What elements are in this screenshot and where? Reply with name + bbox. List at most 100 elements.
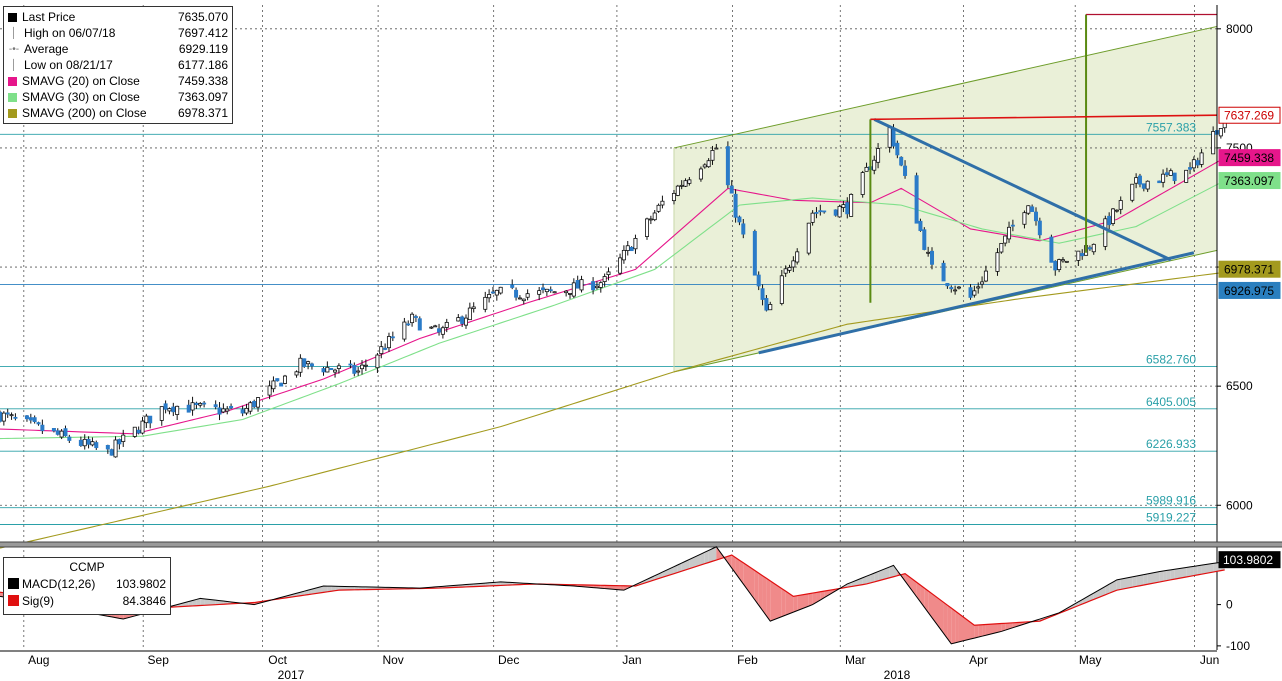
candle-body bbox=[1111, 208, 1116, 224]
legend-label: Average bbox=[24, 42, 69, 56]
macd-diff-fill bbox=[677, 563, 682, 573]
candle-body bbox=[32, 417, 37, 422]
candle-body bbox=[729, 185, 734, 194]
macd-y-tick-label: 0 bbox=[1226, 598, 1233, 612]
candle-body bbox=[841, 204, 846, 208]
macd-diff-fill bbox=[1109, 582, 1114, 594]
legend-label: Sig(9) bbox=[22, 593, 55, 608]
range-marker-icon: │ bbox=[10, 27, 18, 39]
candle-body bbox=[521, 298, 526, 302]
candle-body bbox=[872, 159, 877, 171]
macd-diff-fill bbox=[889, 565, 894, 578]
price-tag-label: 7637.269 bbox=[1224, 109, 1274, 123]
macd-diff-fill bbox=[327, 586, 332, 592]
macd-diff-fill bbox=[1113, 579, 1117, 592]
macd-diff-fill bbox=[781, 588, 786, 617]
price-legend: Last Price 7635.070 │ High on 06/07/18 7697.… bbox=[3, 6, 233, 124]
candle-body bbox=[63, 428, 68, 437]
macd-diff-fill bbox=[1170, 569, 1175, 580]
candle-body bbox=[945, 282, 950, 287]
candle-body bbox=[567, 292, 572, 295]
candle-body bbox=[456, 317, 461, 322]
macd-diff-fill bbox=[700, 552, 705, 565]
candle-body bbox=[1, 412, 6, 422]
candle-body bbox=[194, 402, 199, 406]
macd-diff-fill bbox=[982, 624, 986, 637]
candle-body bbox=[275, 378, 280, 382]
macd-diff-fill bbox=[727, 555, 732, 569]
macd-diff-fill bbox=[970, 622, 975, 640]
macd-diff-fill bbox=[708, 548, 713, 563]
macd-diff-fill bbox=[311, 586, 324, 595]
candle-body bbox=[471, 306, 476, 310]
macd-diff-fill bbox=[1166, 569, 1171, 581]
macd-diff-fill bbox=[924, 587, 929, 613]
macd-diff-fill bbox=[1009, 622, 1013, 629]
candle-body bbox=[82, 438, 87, 447]
candle-body bbox=[810, 212, 815, 223]
candle-body bbox=[433, 325, 438, 328]
x-tick-label: Jun bbox=[1200, 653, 1219, 667]
candle-body bbox=[914, 175, 919, 224]
macd-diff-fill bbox=[770, 580, 782, 622]
candle-body bbox=[402, 321, 407, 340]
candle-body bbox=[36, 422, 41, 425]
macd-diff-fill bbox=[1132, 576, 1137, 588]
candle-body bbox=[876, 148, 881, 163]
candle-body bbox=[59, 430, 64, 438]
legend-value: 84.3846 bbox=[122, 593, 166, 608]
candle-body bbox=[309, 363, 314, 367]
candle-body bbox=[544, 288, 549, 293]
candle-body bbox=[768, 304, 773, 311]
candle-body bbox=[406, 323, 411, 326]
legend-item: -•- Average 6929.119 bbox=[8, 41, 228, 57]
candle-body bbox=[221, 408, 226, 413]
legend-label: High on 06/07/18 bbox=[24, 26, 116, 40]
candle-body bbox=[956, 286, 961, 289]
legend-label: SMAVG (20) on Close bbox=[22, 74, 140, 88]
candle-body bbox=[390, 336, 395, 339]
candle-body bbox=[733, 193, 738, 218]
macd-diff-fill bbox=[200, 598, 205, 606]
macd-diff-fill bbox=[1105, 584, 1110, 595]
candle-body bbox=[487, 294, 492, 299]
x-tick-label: Aug bbox=[28, 653, 49, 667]
macd-diff-fill bbox=[489, 582, 493, 586]
macd-diff-fill bbox=[893, 565, 898, 577]
candle-body bbox=[24, 415, 29, 420]
candle-body bbox=[791, 260, 796, 268]
candle-body bbox=[333, 369, 338, 373]
candle-body bbox=[109, 449, 114, 456]
moving-average-line bbox=[0, 271, 1225, 549]
macd-diff-fill bbox=[681, 561, 686, 572]
macd-diff-fill bbox=[905, 573, 917, 597]
candle-body bbox=[117, 439, 122, 445]
macd-diff-fill bbox=[1005, 623, 1010, 631]
candle-body bbox=[267, 385, 272, 396]
candle-body bbox=[606, 271, 611, 276]
price-tag-label: 6978.371 bbox=[1224, 263, 1274, 277]
candle-body bbox=[1137, 175, 1142, 185]
candle-body bbox=[159, 406, 164, 421]
candle-body bbox=[136, 429, 141, 434]
candle-body bbox=[175, 405, 180, 415]
legend-value: 6177.186 bbox=[177, 58, 228, 72]
macd-diff-fill bbox=[192, 599, 197, 606]
macd-diff-fill bbox=[1001, 623, 1006, 632]
candle-body bbox=[1026, 205, 1031, 214]
candle-body bbox=[899, 156, 904, 166]
candle-body bbox=[579, 279, 584, 291]
candle-body bbox=[741, 223, 746, 235]
macd-diff-fill bbox=[758, 573, 763, 611]
candle-body bbox=[483, 296, 488, 310]
candle-body bbox=[895, 142, 900, 156]
legend-label: SMAVG (30) on Close bbox=[22, 90, 140, 104]
macd-tag-label: 103.9802 bbox=[1223, 553, 1273, 567]
candle-body bbox=[833, 209, 838, 216]
macd-diff-fill bbox=[492, 582, 497, 586]
candle-body bbox=[1114, 209, 1119, 212]
legend-label: Last Price bbox=[22, 10, 76, 24]
candle-body bbox=[348, 363, 353, 366]
candle-body bbox=[410, 313, 415, 324]
candle-body bbox=[1188, 167, 1193, 170]
